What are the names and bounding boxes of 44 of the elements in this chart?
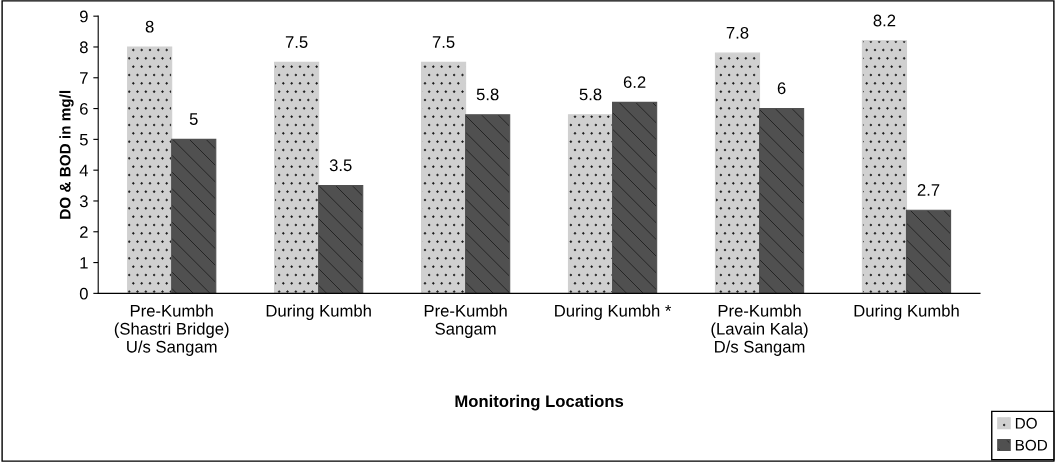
data-label: 5.8 (476, 88, 499, 101)
data-label: 7.5 (432, 36, 455, 48)
y-axis-title: DO & BOD in mg/l (59, 90, 74, 219)
bar (318, 185, 364, 294)
legend-label: BOD (1015, 439, 1048, 451)
bar (127, 46, 173, 294)
bar (758, 108, 805, 294)
data-label: 7.8 (726, 26, 749, 39)
bar (171, 138, 217, 294)
data-label: 6.2 (623, 76, 646, 88)
bar (905, 209, 952, 294)
bar (420, 61, 467, 294)
bar (567, 114, 614, 294)
x-axis-title: Monitoring Locations (455, 394, 624, 411)
data-label: 8 (145, 20, 154, 33)
x-tick-label: During Kumbh (854, 304, 959, 321)
bar (861, 40, 908, 294)
data-label: 3.5 (329, 159, 352, 172)
y-tick-label: 1 (80, 257, 88, 269)
bar (612, 101, 658, 294)
legend-label: DO (1015, 417, 1037, 429)
y-tick-label: 8 (79, 41, 88, 54)
data-label: 8.2 (873, 14, 896, 27)
bar (274, 61, 320, 294)
y-tick-label: 9 (80, 10, 88, 23)
x-tick-label: Pre-Kumbh (Lavain Kala) D/s Sangam (711, 304, 808, 356)
data-label: 5 (189, 113, 198, 125)
y-tick-label: 3 (79, 195, 88, 208)
data-label: 2.7 (917, 184, 940, 196)
x-tick-label: Pre-Kumbh Sangam (424, 304, 507, 338)
x-tick-label: Pre-Kumbh (Shastri Bridge) U/s Sangam (114, 304, 229, 356)
y-tick-label: 4 (79, 164, 88, 177)
y-tick-label: 6 (80, 102, 88, 115)
bar (465, 114, 511, 294)
y-tick-label: 0 (79, 287, 88, 300)
x-tick-label: During Kumbh * (555, 304, 672, 321)
data-label: 7.5 (285, 36, 308, 48)
y-tick-label: 2 (80, 226, 88, 238)
y-tick-label: 5 (79, 133, 88, 146)
y-tick-label: 7 (80, 72, 88, 84)
data-label: 6 (777, 82, 786, 95)
x-tick-label: During Kumbh (266, 304, 371, 321)
bar (714, 52, 761, 294)
data-label: 5.8 (579, 88, 602, 101)
